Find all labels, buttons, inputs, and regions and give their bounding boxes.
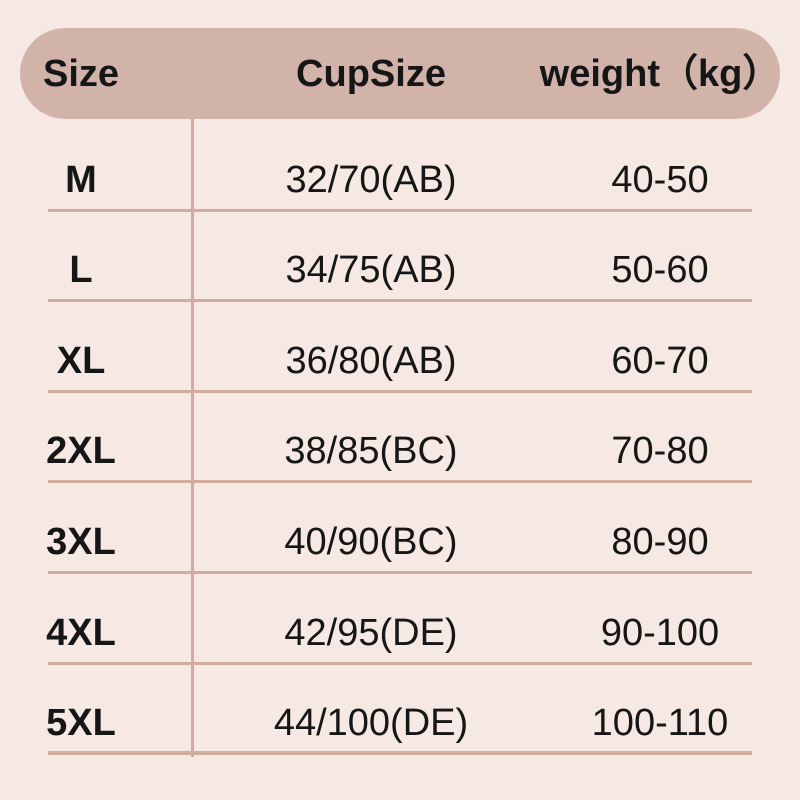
- cell-weight: 60-70: [611, 339, 709, 382]
- cell-weight: 50-60: [611, 249, 709, 292]
- cell-cupsize: 36/80(AB): [285, 339, 457, 382]
- cell-size: 5XL: [46, 702, 116, 745]
- column-divider-line: [191, 119, 194, 757]
- header-weight-kg: weight（kg）: [539, 52, 781, 95]
- cell-size: 2XL: [46, 430, 116, 473]
- header-size: Size: [42, 52, 120, 95]
- cell-cupsize: 42/95(DE): [284, 611, 458, 654]
- header-row: Size CupSize weight（kg）: [0, 28, 800, 119]
- table-row: 5XL 44/100(DE) 100-110: [0, 665, 800, 756]
- cell-cupsize: 38/85(BC): [284, 430, 458, 473]
- cell-size: 4XL: [46, 611, 116, 654]
- header-cupsize: CupSize: [296, 52, 446, 95]
- cell-weight: 90-100: [600, 611, 720, 654]
- cell-size: 3XL: [46, 520, 116, 563]
- table-row: 4XL 42/95(DE) 90-100: [0, 574, 800, 665]
- cell-cupsize: 32/70(AB): [285, 158, 457, 201]
- cell-cupsize: 44/100(DE): [273, 702, 469, 745]
- cell-cupsize: 34/75(AB): [285, 249, 457, 292]
- header-pill: [20, 28, 780, 119]
- cell-weight: 80-90: [611, 520, 709, 563]
- table-row: XL 36/80(AB) 60-70: [0, 302, 800, 393]
- table-row: L 34/75(AB) 50-60: [0, 212, 800, 303]
- cell-weight: 70-80: [611, 430, 709, 473]
- table-row: 2XL 38/85(BC) 70-80: [0, 393, 800, 484]
- cell-weight: 40-50: [611, 158, 709, 201]
- cell-size: M: [65, 158, 97, 201]
- cell-weight: 100-110: [591, 702, 729, 745]
- cell-cupsize: 40/90(BC): [284, 520, 458, 563]
- table-body: M 32/70(AB) 40-50 L 34/75(AB) 50-60 XL 36/80(AB…: [0, 121, 800, 755]
- table-row: 3XL 40/90(BC) 80-90: [0, 483, 800, 574]
- cell-size: L: [69, 249, 93, 292]
- cell-size: XL: [56, 339, 106, 382]
- table-row: M 32/70(AB) 40-50: [0, 121, 800, 212]
